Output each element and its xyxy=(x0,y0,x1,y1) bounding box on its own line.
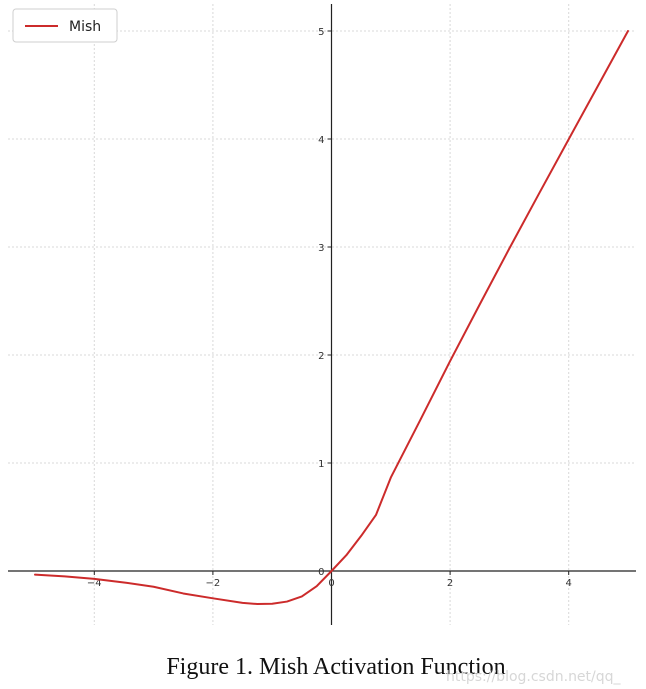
legend-label-mish: Mish xyxy=(69,19,101,35)
y-tick-label-0: 0 xyxy=(318,567,324,578)
legend-box xyxy=(12,8,118,43)
series-line-mish xyxy=(34,30,629,606)
x-tick-label-2: 2 xyxy=(447,578,453,589)
grid xyxy=(8,4,636,625)
y-tick-label-3: 3 xyxy=(318,243,324,254)
x-tick-label--2: −2 xyxy=(206,578,221,589)
y-tick-label-1: 1 xyxy=(318,459,324,470)
series xyxy=(34,30,629,606)
y-tick-label-4: 4 xyxy=(318,135,324,146)
ticks: −4 −2 0 2 4 0 1 2 3 4 5 xyxy=(87,27,572,589)
figure-caption: Figure 1. Mish Activation Function xyxy=(166,654,505,680)
x-tick-label-0: 0 xyxy=(328,578,334,589)
axes xyxy=(8,4,636,625)
x-tick-label--4: −4 xyxy=(87,578,102,589)
x-tick-label-4: 4 xyxy=(566,578,572,589)
y-tick-label-2: 2 xyxy=(318,351,324,362)
y-tick-label-5: 5 xyxy=(318,27,324,38)
watermark: https://blog.csdn.net/qq_ xyxy=(446,669,622,685)
legend: Mish xyxy=(12,8,118,43)
